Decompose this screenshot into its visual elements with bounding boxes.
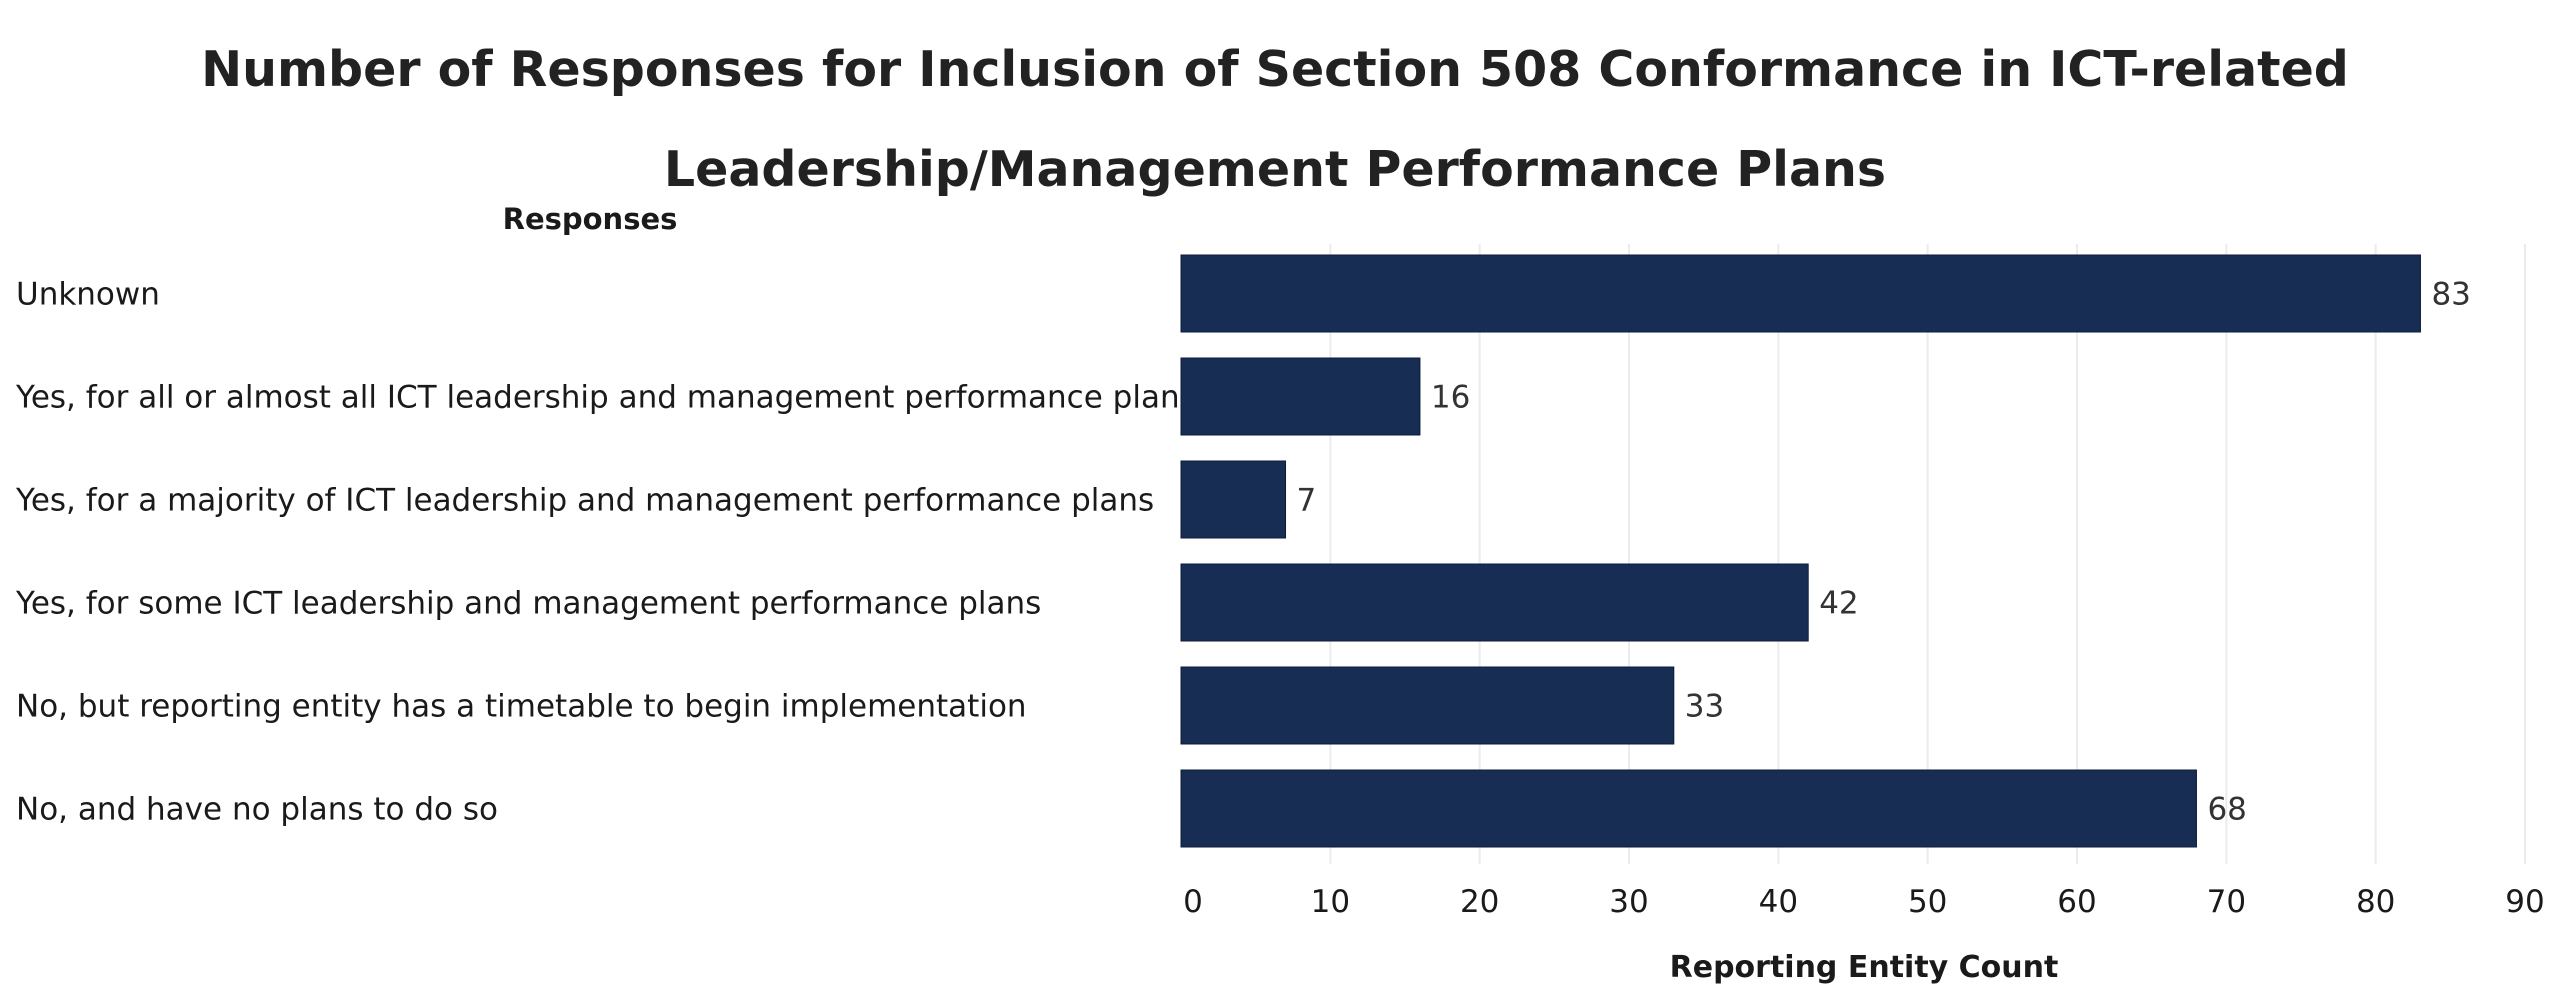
bar (1180, 254, 2421, 333)
x-tick-label-70: 70 (2207, 884, 2246, 920)
chart-title: Number of Responses for Inclusion of Sec… (0, 20, 2550, 220)
category-labels: Unknown Yes, for all or almost all ICT le… (15, 277, 1196, 828)
x-tick-label-20: 20 (1460, 884, 1499, 920)
bar (1180, 357, 1421, 436)
value-label: 83 (2431, 277, 2470, 313)
x-tick-label-30: 30 (1609, 884, 1648, 920)
bars (1180, 254, 2421, 848)
x-tick-label-60: 60 (2057, 884, 2096, 920)
x-tick-label-10: 10 (1311, 884, 1350, 920)
x-tick-label-40: 40 (1759, 884, 1798, 920)
category-label: No, and have no plans to do so (16, 792, 498, 828)
category-label: No, but reporting entity has a timetable… (16, 689, 1027, 725)
value-label: 16 (1431, 380, 1470, 416)
value-labels: 83 16 7 42 33 68 (1297, 277, 2471, 828)
chart-title-line-2: Leadership/Management Performance Plans (663, 141, 1887, 198)
category-label: Yes, for a majority of ICT leadership an… (15, 483, 1154, 519)
category-label: Yes, for some ICT leadership and managem… (15, 586, 1041, 622)
value-label: 7 (1297, 483, 1317, 519)
row-header: Responses (503, 202, 678, 236)
value-label: 42 (1819, 586, 1858, 622)
bar (1180, 769, 2197, 848)
category-label: Yes, for all or almost all ICT leadershi… (15, 380, 1196, 416)
x-tick-label-90: 90 (2505, 884, 2544, 920)
x-tick-label-0: 0 (1183, 884, 1203, 920)
chart-title-line-1: Number of Responses for Inclusion of Sec… (201, 41, 2349, 98)
x-tick-label-50: 50 (1908, 884, 1947, 920)
value-label: 33 (1685, 689, 1724, 725)
category-label: Unknown (16, 277, 160, 313)
gridlines (1329, 244, 2526, 864)
x-tick-label-80: 80 (2356, 884, 2395, 920)
x-axis-title: Reporting Entity Count (1670, 950, 2059, 985)
value-label: 68 (2207, 792, 2246, 828)
bar (1180, 563, 1809, 642)
bar (1180, 460, 1287, 539)
bar (1180, 666, 1675, 745)
x-axis-ticks: 0 10 20 30 40 50 60 70 80 90 (1183, 884, 2545, 920)
